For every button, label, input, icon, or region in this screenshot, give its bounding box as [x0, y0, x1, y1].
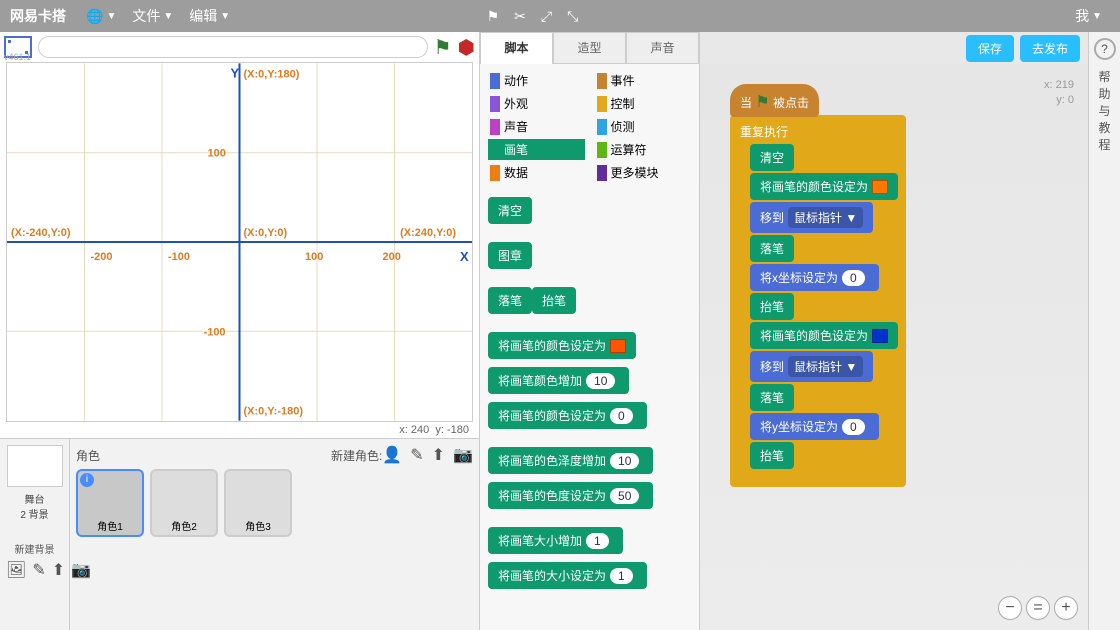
scissors-icon[interactable]: ✂: [514, 8, 526, 25]
mouse-coord-display: x: 219 y: 0: [1044, 78, 1074, 109]
script-block[interactable]: 移到鼠标指针 ▼: [750, 351, 873, 382]
sprite-camera-icon[interactable]: 📷: [453, 445, 473, 465]
sprite-item[interactable]: 角色3: [224, 469, 292, 537]
category-事件[interactable]: 事件: [595, 70, 692, 91]
globe-icon[interactable]: 🌐▼: [86, 8, 116, 25]
zoom-in-icon[interactable]: +: [1054, 596, 1078, 620]
help-panel: ? 帮助与教程: [1088, 32, 1120, 630]
script-block[interactable]: 将画笔的颜色设定为: [750, 173, 898, 200]
sprite-item[interactable]: 角色2: [150, 469, 218, 537]
svg-text:100: 100: [305, 251, 323, 263]
help-icon[interactable]: ?: [1094, 38, 1116, 60]
sprite-library-icon[interactable]: 👤: [382, 445, 402, 465]
stage[interactable]: Y X -200 -100 100 200 100 -100 (X:0,Y:180) (X:0…: [6, 62, 473, 422]
stage-coord-readout: x: 240 y: -180: [0, 422, 479, 438]
version-label: v461.1: [4, 52, 31, 62]
backdrop-count: 2 背景: [6, 506, 63, 521]
script-block[interactable]: 抬笔: [750, 442, 794, 469]
block-categories: 动作事件外观控制声音侦测画笔运算符数据更多模块: [480, 64, 699, 189]
tabs: 脚本 造型 声音: [480, 32, 699, 64]
palette-block[interactable]: 清空: [488, 197, 532, 224]
logo: 网易卡搭: [10, 6, 66, 26]
zoom-out-icon[interactable]: −: [998, 596, 1022, 620]
category-控制[interactable]: 控制: [595, 93, 692, 114]
palette-block[interactable]: 将画笔的色泽度增加10: [488, 447, 653, 474]
edit-menu[interactable]: 编辑▼: [189, 6, 230, 26]
stage-label: 舞台: [6, 491, 63, 506]
sprites-title: 角色: [76, 447, 331, 464]
svg-text:(X:240,Y:0): (X:240,Y:0): [400, 227, 456, 239]
svg-text:(X:0,Y:180): (X:0,Y:180): [243, 68, 299, 80]
palette-block[interactable]: 将画笔的颜色设定为: [488, 332, 636, 359]
category-声音[interactable]: 声音: [488, 116, 585, 137]
backdrop-upload-icon[interactable]: ⬆: [52, 560, 65, 580]
palette-block[interactable]: 图章: [488, 242, 532, 269]
sprite-item[interactable]: i角色1: [76, 469, 144, 537]
script-block[interactable]: 清空: [750, 144, 794, 171]
palette-block[interactable]: 将画笔的大小设定为1: [488, 562, 647, 589]
script-block[interactable]: 将y坐标设定为0: [750, 413, 879, 440]
palette-block[interactable]: 落笔: [488, 287, 532, 314]
grow-icon[interactable]: ⤢: [541, 8, 552, 25]
new-sprite-label: 新建角色:: [331, 447, 382, 464]
publish-button[interactable]: 去发布: [1020, 35, 1080, 62]
script-block[interactable]: 落笔: [750, 384, 794, 411]
stage-toolbar: ⚑ ⬢: [0, 32, 479, 62]
category-侦测[interactable]: 侦测: [595, 116, 692, 137]
svg-text:-100: -100: [168, 251, 190, 263]
backdrop-paint-icon[interactable]: ✎: [32, 560, 45, 580]
y-axis-label: Y: [231, 65, 240, 80]
script-block[interactable]: 将x坐标设定为0: [750, 264, 879, 291]
svg-text:100: 100: [208, 148, 226, 160]
svg-text:(X:0,Y:-180): (X:0,Y:-180): [243, 406, 303, 418]
save-button[interactable]: 保存: [966, 35, 1014, 62]
category-动作[interactable]: 动作: [488, 70, 585, 91]
zoom-reset-icon[interactable]: =: [1026, 596, 1050, 620]
palette-block[interactable]: 将画笔大小增加1: [488, 527, 623, 554]
palette-block[interactable]: 将画笔的颜色设定为0: [488, 402, 647, 429]
category-运算符[interactable]: 运算符: [595, 139, 692, 160]
svg-text:-200: -200: [90, 251, 112, 263]
palette-block[interactable]: 将画笔的色度设定为50: [488, 482, 653, 509]
category-画笔[interactable]: 画笔: [488, 139, 585, 160]
tab-costumes[interactable]: 造型: [553, 32, 626, 64]
file-menu[interactable]: 文件▼: [132, 6, 173, 26]
svg-text:-100: -100: [204, 326, 226, 338]
new-backdrop-label: 新建背景: [6, 541, 63, 556]
stage-thumbnail[interactable]: [7, 445, 63, 487]
sprite-name-input[interactable]: [38, 36, 428, 58]
help-text: 帮助与教程: [1089, 68, 1120, 153]
me-menu[interactable]: 我▼: [1075, 6, 1102, 26]
palette-block[interactable]: 抬笔: [532, 287, 576, 314]
tab-sounds[interactable]: 声音: [626, 32, 699, 64]
svg-text:200: 200: [383, 251, 401, 263]
script-block[interactable]: 抬笔: [750, 293, 794, 320]
sprite-paint-icon[interactable]: ✎: [410, 445, 423, 465]
category-更多模块[interactable]: 更多模块: [595, 162, 692, 183]
stamp-icon[interactable]: ⚑: [487, 8, 500, 25]
backdrop-library-icon[interactable]: 🖼: [6, 560, 26, 580]
sprite-panel: 舞台 2 背景 新建背景 🖼 ✎ ⬆ 📷 角色 新建角色: 👤 ✎: [0, 438, 479, 630]
svg-text:(X:0,Y:0): (X:0,Y:0): [243, 227, 287, 239]
x-axis-label: X: [460, 249, 469, 264]
script-block[interactable]: 落笔: [750, 235, 794, 262]
script-block[interactable]: 移到鼠标指针 ▼: [750, 202, 873, 233]
menubar: 网易卡搭 🌐▼ 文件▼ 编辑▼ ⚑ ✂ ⤢ ⤡ 我▼: [0, 0, 1120, 32]
script-block[interactable]: 将画笔的颜色设定为: [750, 322, 898, 349]
shrink-icon[interactable]: ⤡: [567, 8, 578, 25]
palette-block[interactable]: 将画笔颜色增加10: [488, 367, 629, 394]
stop-icon[interactable]: ⬢: [458, 35, 475, 60]
stage-grid: Y X -200 -100 100 200 100 -100 (X:0,Y:180) (X:0…: [7, 63, 472, 421]
forever-block[interactable]: 重复执行 清空将画笔的颜色设定为移到鼠标指针 ▼落笔将x坐标设定为0抬笔将画笔的…: [730, 115, 906, 487]
hat-block[interactable]: 当 ⚑ 被点击: [730, 84, 819, 117]
script-area[interactable]: x: 219 y: 0 当 ⚑ 被点击 重复执行 清空将画笔的颜色设定为移到鼠标…: [700, 64, 1088, 630]
script-stack[interactable]: 当 ⚑ 被点击 重复执行 清空将画笔的颜色设定为移到鼠标指针 ▼落笔将x坐标设定…: [730, 84, 906, 487]
sprite-upload-icon[interactable]: ⬆: [432, 445, 445, 465]
svg-text:(X:-240,Y:0): (X:-240,Y:0): [11, 227, 71, 239]
green-flag-icon[interactable]: ⚑: [434, 35, 452, 60]
category-数据[interactable]: 数据: [488, 162, 585, 183]
category-外观[interactable]: 外观: [488, 93, 585, 114]
block-palette: 清空图章落笔抬笔将画笔的颜色设定为将画笔颜色增加10 将画笔的颜色设定为0 将画笔的…: [480, 189, 699, 630]
tab-scripts[interactable]: 脚本: [480, 32, 553, 64]
